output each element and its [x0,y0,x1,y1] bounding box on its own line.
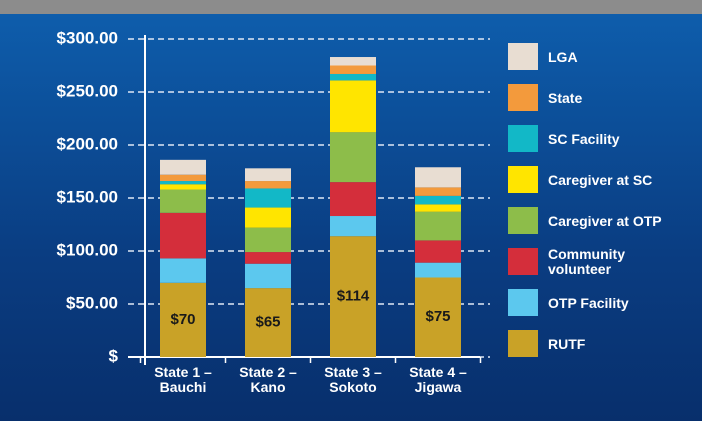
legend-label: Caregiver at OTP [548,212,662,229]
legend-label: Community volunteer [548,246,625,277]
bar-segment [330,57,376,66]
bar-segment [330,182,376,217]
bar-segment [330,80,376,133]
legend-swatch [508,84,538,111]
y-tick-label: $300.00 [57,28,118,47]
legend-swatch [508,289,538,316]
legend-label: LGA [548,48,578,65]
value-label: $114 [337,288,370,305]
y-tick-label: $150.00 [57,187,118,206]
legend-swatch [508,330,538,357]
bar-segment [160,189,206,213]
bar-segment [245,252,291,264]
y-tick-label: $50.00 [66,293,118,312]
y-tick-label: $200.00 [57,134,118,153]
bar-segment [330,132,376,183]
header-strip [0,0,702,14]
bar-segment [330,73,376,81]
bar-segment [415,204,461,212]
value-label: $70 [170,311,195,328]
legend-swatch [508,125,538,152]
legend-label: OTP Facility [548,294,629,311]
legend-swatch [508,166,538,193]
bar-segment [245,181,291,189]
bar-segment [245,227,291,253]
legend-swatch [508,207,538,234]
bar-segment [330,216,376,237]
bar-segment [415,195,461,205]
x-tick-label: State 3 – Sokoto [324,364,382,395]
bar-segment [415,187,461,196]
bar-segment [415,211,461,241]
legend-swatch [508,43,538,70]
y-tick-label: $100.00 [57,240,118,259]
bar-segment [245,188,291,208]
bar-segment [160,212,206,259]
legend-label: RUTF [548,335,586,352]
bar-segment [415,277,461,357]
legend-label: Caregiver at SC [548,171,653,188]
value-label: $65 [255,314,280,331]
bar-segment [160,258,206,283]
legend-label: SC Facility [548,130,620,147]
y-tick-label: $250.00 [57,81,118,100]
legend-swatch [508,248,538,275]
bar-segment [415,167,461,188]
bar-segment [330,236,376,357]
bar-segment [245,207,291,228]
bar-segment [415,262,461,278]
bar-segment [160,181,206,185]
bar-segment [160,282,206,357]
bar-segment [245,288,291,357]
x-tick-label: State 4 – Jigawa [409,364,467,395]
bar-segment [415,240,461,263]
bar-segment [160,184,206,190]
bar-segment [245,263,291,289]
x-tick-label: State 1 – Bauchi [154,364,212,395]
value-label: $75 [425,308,450,325]
bar-segment [245,168,291,182]
bar-segment [160,159,206,175]
y-tick-label: $ [109,346,119,365]
x-tick-label: State 2 – Kano [239,364,297,395]
legend-label: State [548,89,583,106]
bar-segment [160,174,206,182]
bar-segment [330,65,376,74]
